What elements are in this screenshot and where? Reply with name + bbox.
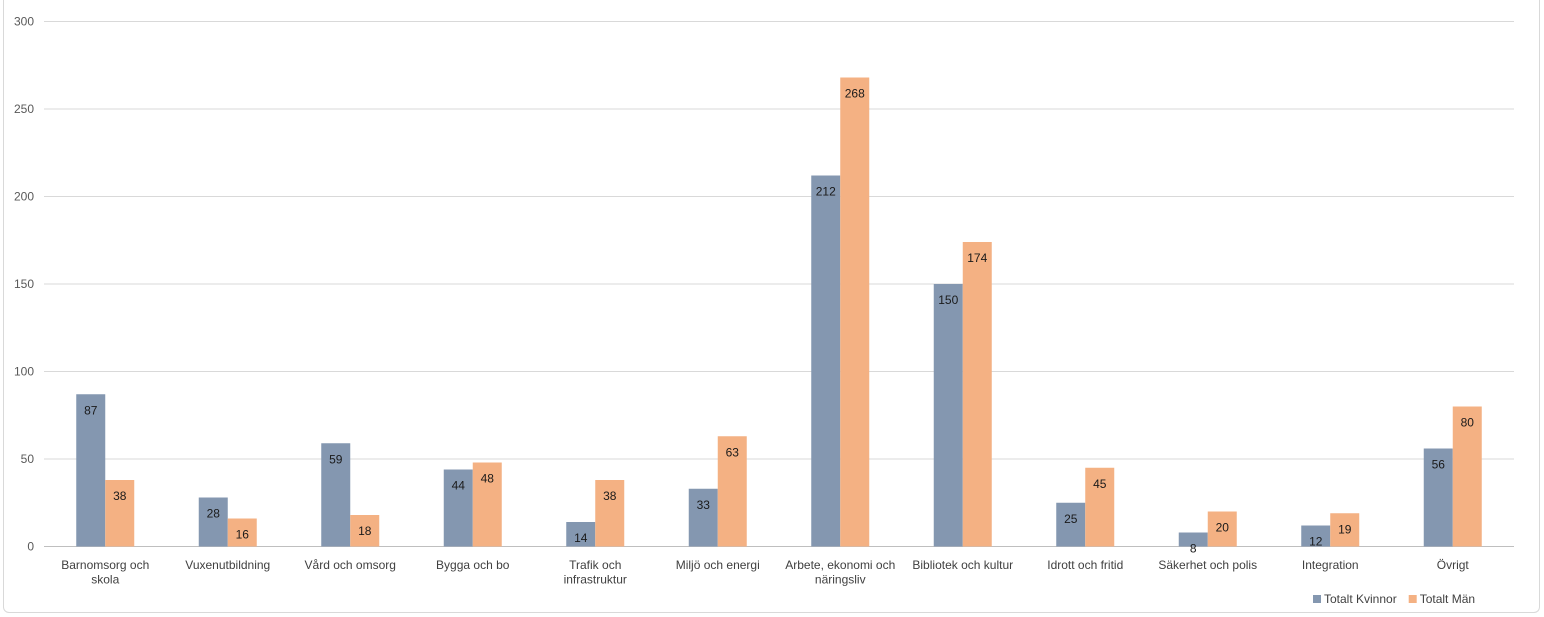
y-axis-ticks: 0 50 100 150 200 250 300	[14, 15, 34, 554]
data-label: 14	[574, 531, 588, 545]
data-label: 45	[1093, 477, 1107, 491]
y-tick-label: 50	[21, 452, 35, 466]
category-label: Bygga och bo	[436, 558, 510, 572]
chart-frame	[3, 0, 1540, 613]
category-label: skola	[91, 573, 119, 587]
legend-swatch	[1313, 595, 1321, 603]
legend: Totalt Kvinnor Totalt Män	[1313, 592, 1475, 606]
bar	[962, 242, 992, 547]
bar	[688, 488, 718, 547]
data-label: 48	[481, 472, 495, 486]
data-label: 20	[1216, 521, 1230, 535]
bar	[1178, 532, 1208, 547]
data-label: 63	[726, 445, 740, 459]
data-label: 18	[358, 524, 372, 538]
data-label: 28	[207, 507, 221, 521]
data-label: 212	[816, 185, 836, 199]
bar	[227, 518, 257, 547]
y-tick-label: 200	[14, 190, 34, 204]
category-label: Övrigt	[1437, 558, 1470, 572]
bar	[105, 480, 135, 547]
bar	[472, 462, 502, 547]
bar	[321, 443, 351, 547]
y-tick-label: 0	[27, 540, 34, 554]
data-label: 38	[603, 489, 617, 503]
data-label: 38	[113, 489, 127, 503]
data-label: 12	[1309, 535, 1323, 549]
data-label: 33	[697, 498, 711, 512]
bar	[350, 515, 380, 547]
bar	[566, 522, 596, 547]
data-label: 19	[1338, 522, 1352, 536]
category-label: Säkerhet och polis	[1158, 558, 1257, 572]
data-label: 56	[1432, 458, 1446, 472]
bar	[1207, 511, 1237, 547]
category-label: Integration	[1302, 558, 1359, 572]
data-labels: 87 38 28 16 59 18 44 48 14 38 33 63 212 268 150 174 25 45…	[84, 87, 1474, 556]
category-label: infrastruktur	[564, 573, 627, 587]
data-label: 25	[1064, 512, 1078, 526]
category-label: Barnomsorg och	[61, 558, 149, 572]
bar	[443, 469, 473, 547]
category-label: Idrott och fritid	[1047, 558, 1123, 572]
data-label: 268	[845, 87, 865, 101]
bar	[595, 480, 625, 547]
category-label: Bibliotek och kultur	[912, 558, 1013, 572]
y-tick-label: 250	[14, 102, 34, 116]
bar	[1330, 513, 1360, 547]
legend-label: Totalt Kvinnor	[1324, 592, 1397, 606]
data-label: 44	[452, 479, 466, 493]
data-label: 150	[938, 293, 958, 307]
category-label: näringsliv	[815, 573, 866, 587]
bar	[1452, 406, 1482, 547]
data-label: 87	[84, 403, 98, 417]
bar	[1301, 525, 1331, 547]
bar	[198, 497, 228, 547]
gridlines	[44, 21, 1514, 547]
legend-swatch	[1408, 595, 1417, 603]
bar	[76, 394, 106, 547]
bars	[76, 77, 1482, 547]
data-label: 174	[967, 251, 987, 265]
bar	[811, 175, 841, 547]
category-label: Vuxenutbildning	[185, 558, 270, 572]
bar	[1056, 502, 1086, 547]
data-label: 8	[1190, 542, 1197, 556]
bar	[933, 284, 963, 547]
bar	[840, 77, 870, 547]
legend-label: Totalt Män	[1420, 592, 1475, 606]
category-label: Arbete, ekonomi och	[785, 558, 895, 572]
data-label: 80	[1461, 416, 1475, 430]
category-label: Trafik och	[569, 558, 621, 572]
y-tick-label: 300	[14, 15, 34, 29]
bar	[1085, 467, 1115, 547]
y-tick-label: 100	[14, 365, 34, 379]
y-tick-label: 150	[14, 277, 34, 291]
data-label: 59	[329, 452, 343, 466]
category-label: Miljö och energi	[676, 558, 760, 572]
bar	[1423, 448, 1453, 547]
category-label: Vård och omsorg	[305, 558, 396, 572]
bar	[717, 436, 747, 547]
data-label: 16	[236, 528, 250, 542]
